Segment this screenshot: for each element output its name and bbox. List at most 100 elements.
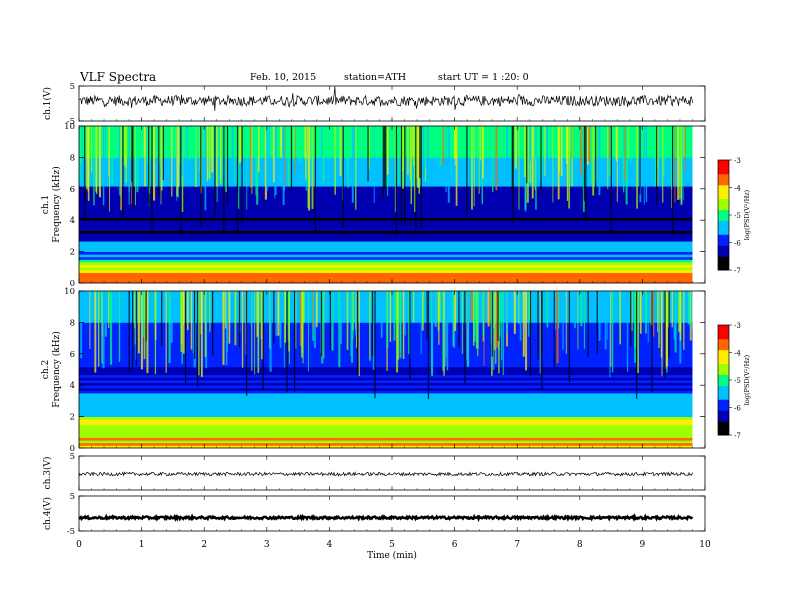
y-tick-label: 2	[70, 413, 75, 423]
sferic-streak	[108, 126, 110, 212]
sferic-streak	[304, 126, 307, 159]
dark-streak	[131, 126, 133, 182]
dark-streak	[512, 126, 514, 223]
sferic-streak	[565, 291, 567, 354]
sferic-streak	[204, 126, 207, 211]
sferic-streak	[677, 126, 680, 200]
sferic-streak	[585, 126, 588, 160]
dark-streak	[458, 291, 460, 348]
spectrogram-band	[79, 356, 693, 360]
sferic-streak	[639, 291, 642, 334]
colorbar-step	[718, 165, 729, 169]
sferic-streak	[482, 291, 485, 337]
spectrogram-band	[79, 272, 693, 276]
dark-streak	[385, 126, 387, 189]
sferic-streak	[506, 126, 508, 159]
sferic-streak	[495, 291, 497, 365]
sferic-streak	[434, 291, 437, 326]
panel-frame	[78, 495, 706, 532]
spectrogram-band	[79, 390, 693, 394]
dark-streak	[630, 291, 632, 347]
sferic-streak	[275, 126, 277, 195]
sferic-streak	[398, 126, 400, 185]
sferic-streak	[524, 126, 527, 178]
colorbar-step	[718, 424, 729, 428]
sferic-streak	[552, 126, 554, 203]
colorbar-step	[718, 162, 729, 166]
spectrogram-band	[79, 429, 693, 433]
spectrogram-band	[79, 332, 693, 336]
sferic-streak	[678, 291, 681, 333]
sferic-streak	[446, 291, 449, 371]
colorbar-step	[718, 204, 729, 208]
spectrogram-band	[79, 400, 693, 404]
spectrogram-band	[79, 262, 693, 266]
sferic-streak	[160, 126, 162, 205]
colorbar-label: log(PSD(V²/Hz)	[743, 189, 751, 240]
spectrogram-band	[79, 194, 693, 198]
spectrogram-band	[79, 393, 693, 397]
colorbar-step	[718, 228, 729, 232]
sferic-streak	[487, 291, 490, 327]
sferic-streak	[134, 291, 136, 329]
sferic-streak	[577, 291, 579, 350]
dark-streak	[135, 291, 138, 366]
sferic-streak	[438, 291, 441, 322]
sferic-streak	[557, 126, 560, 200]
sferic-streak	[442, 291, 445, 372]
spectrogram-band	[79, 338, 693, 342]
sferic-streak	[393, 291, 396, 341]
sferic-streak	[339, 126, 342, 176]
spectrogram-band	[79, 437, 693, 441]
colorbar-step	[718, 347, 729, 351]
sferic-streak	[662, 126, 664, 203]
y-tick-label: 10	[64, 287, 75, 297]
sferic-streak	[394, 126, 396, 213]
sferic-streak	[583, 126, 585, 163]
sferic-streak	[80, 126, 82, 164]
sferic-streak	[645, 291, 648, 334]
spectrogram-band	[79, 348, 693, 352]
colorbar-step	[718, 369, 729, 373]
sferic-streak	[560, 126, 563, 177]
sferic-streak	[190, 291, 193, 350]
dark-streak	[664, 291, 666, 379]
y-tick-label: -5	[67, 527, 75, 537]
sferic-streak	[95, 126, 98, 195]
sferic-streak	[288, 291, 290, 364]
dark-streak	[415, 126, 417, 231]
spectrogram-band	[79, 366, 693, 370]
sferic-streak	[588, 126, 591, 162]
spectrogram-band	[79, 379, 693, 383]
sferic-streak	[178, 126, 181, 164]
spectrogram-band	[79, 361, 693, 365]
sferic-streak	[518, 291, 520, 325]
colorbar-step	[718, 187, 729, 191]
sferic-streak	[473, 126, 475, 207]
colorbar-step	[718, 413, 729, 417]
dark-streak	[245, 291, 248, 396]
sferic-streak	[450, 291, 452, 322]
colorbar-step	[718, 176, 729, 180]
dark-streak	[383, 126, 386, 189]
dark-streak	[226, 126, 229, 205]
sferic-streak	[645, 126, 648, 202]
sferic-streak	[415, 126, 418, 178]
date-label: Feb. 10, 2015	[250, 72, 317, 83]
sferic-streak	[525, 291, 528, 371]
dark-streak	[636, 291, 638, 399]
sferic-streak	[625, 126, 628, 205]
colorbar-step	[718, 355, 729, 359]
sferic-streak	[514, 126, 517, 169]
sferic-streak	[307, 291, 309, 372]
sferic-streak	[470, 291, 473, 323]
colorbar-tick-label: -6	[734, 240, 741, 248]
y-tick-label: 2	[70, 248, 75, 258]
spectrogram-band	[79, 369, 693, 373]
sferic-streak	[323, 291, 325, 359]
spectrogram-band	[79, 343, 693, 347]
sferic-streak	[211, 126, 214, 173]
y-tick-label: 5	[70, 452, 75, 462]
sferic-streak	[305, 126, 307, 180]
sferic-streak	[574, 291, 576, 329]
